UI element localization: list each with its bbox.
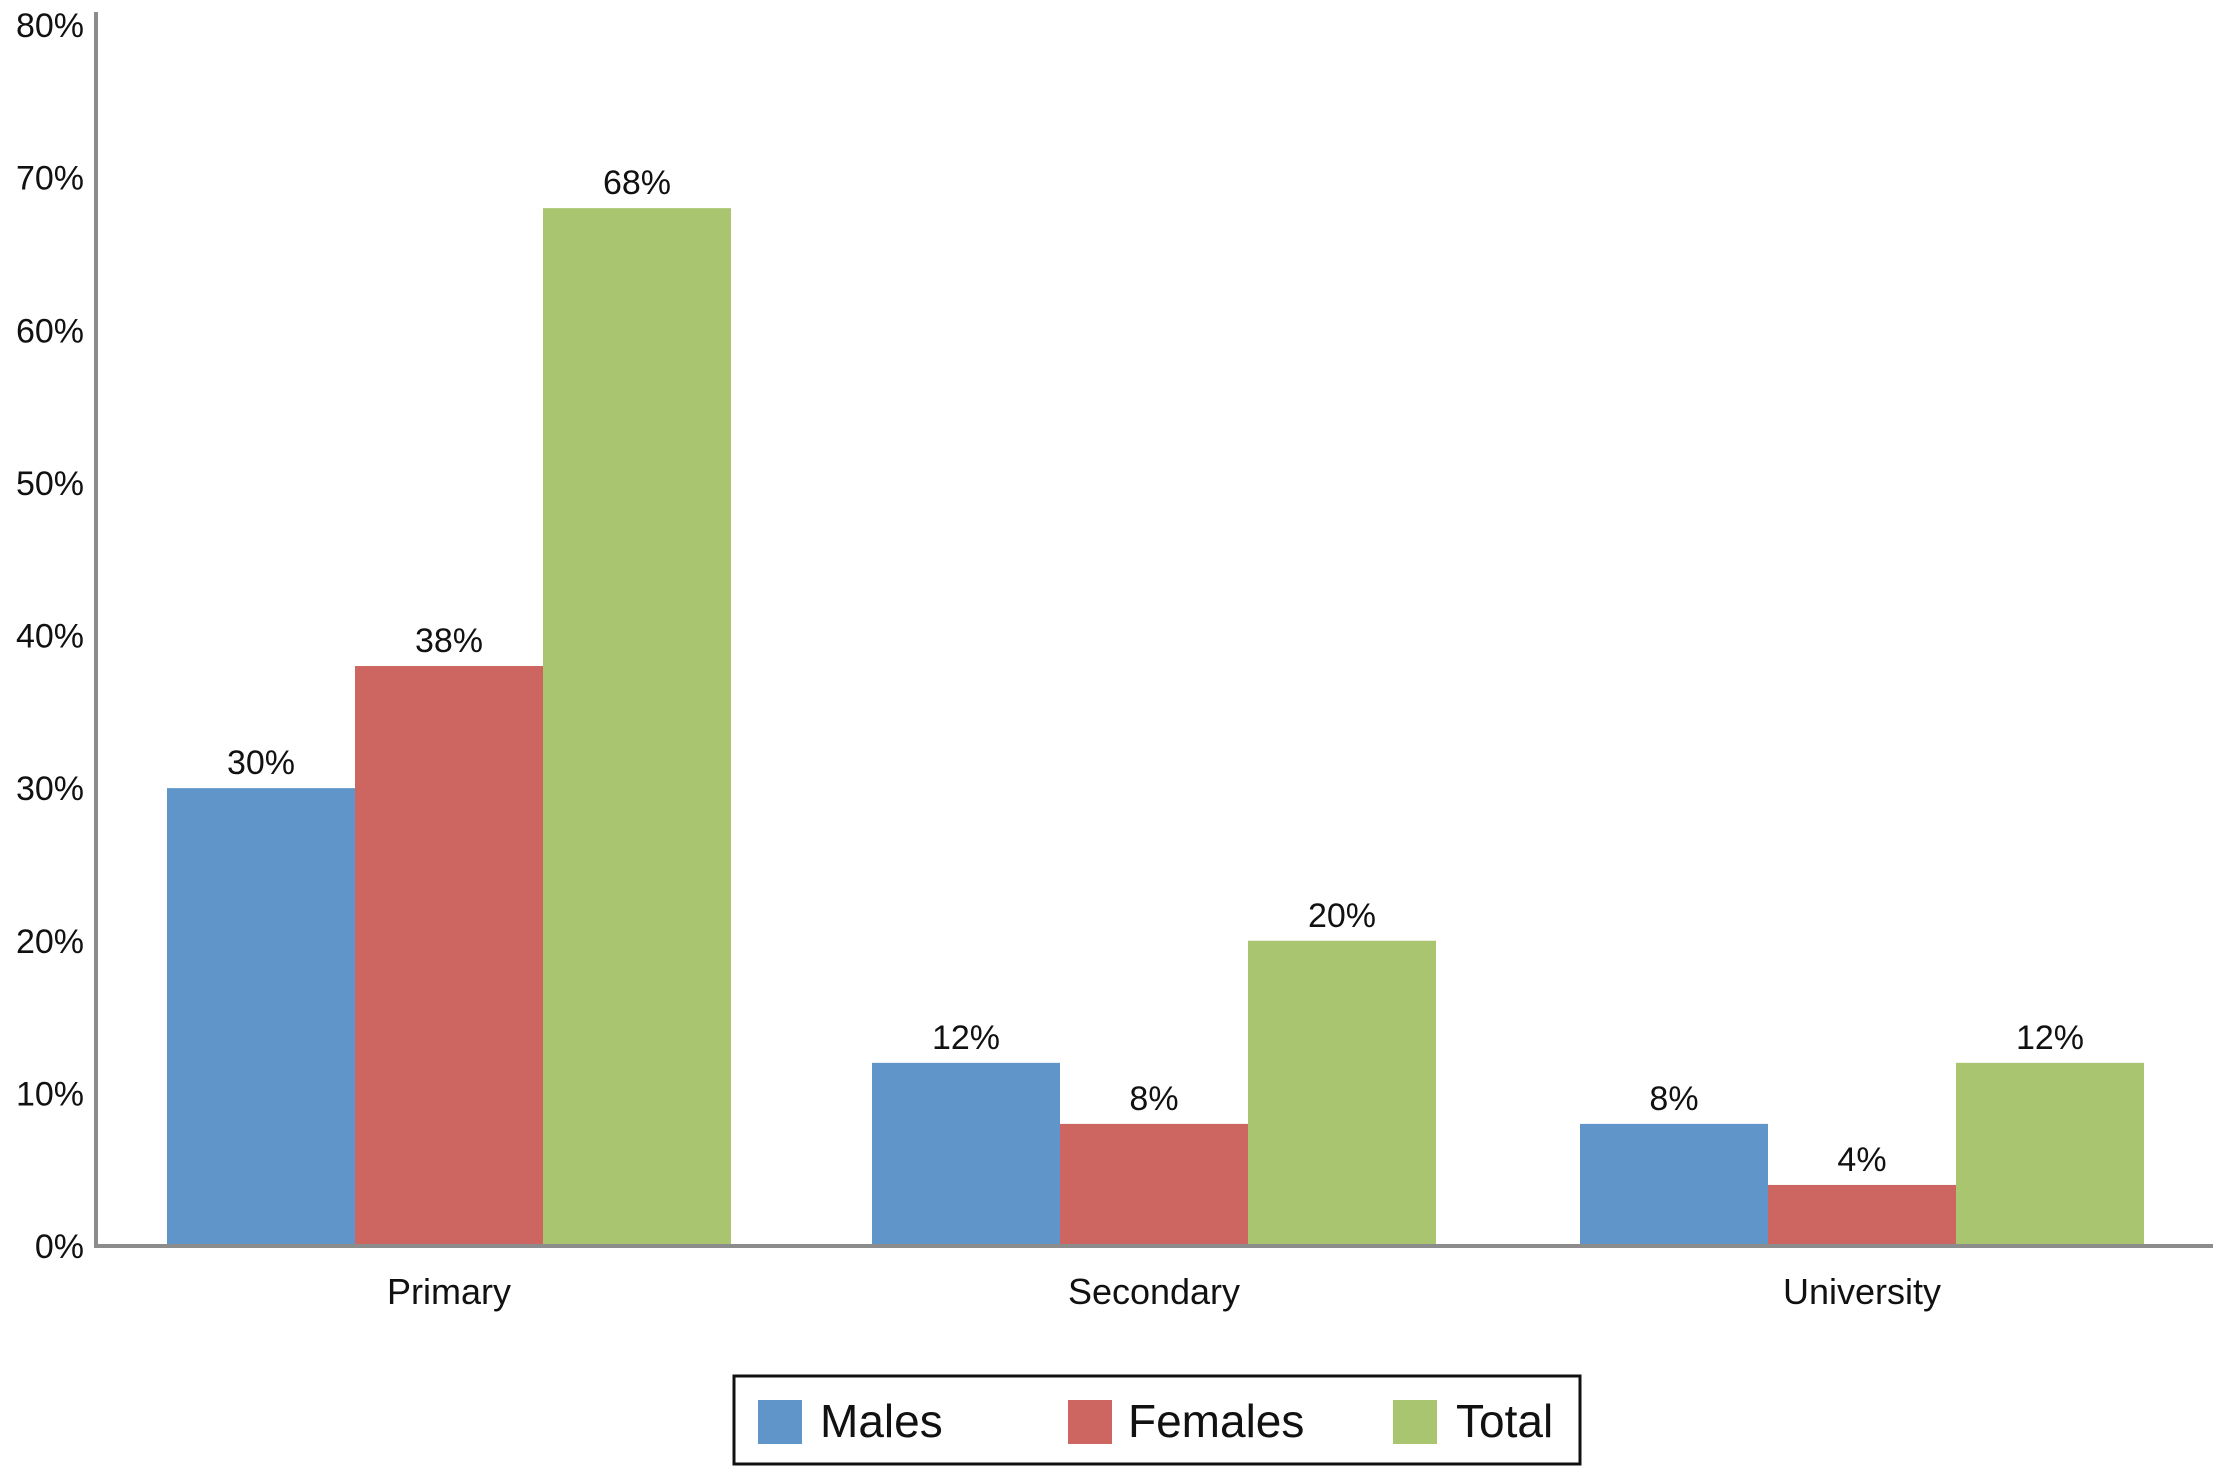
y-tick-label: 20% (16, 923, 84, 961)
bar-males-secondary (872, 1062, 1060, 1246)
data-label: 20% (1308, 897, 1376, 935)
y-tick-label: 0% (35, 1228, 84, 1266)
y-tick-label: 70% (16, 160, 84, 198)
y-tick-label: 30% (16, 770, 84, 808)
y-tick-label: 50% (16, 465, 84, 503)
x-category-label: Secondary (1068, 1271, 1240, 1312)
y-tick-label: 10% (16, 1075, 84, 1113)
x-category-label: Primary (387, 1271, 511, 1312)
bar-females-primary (355, 666, 543, 1246)
bar-females-secondary (1060, 1123, 1248, 1246)
legend-label-females: Females (1128, 1395, 1304, 1447)
y-tick-label: 40% (16, 618, 84, 656)
bar-total-primary (543, 208, 731, 1246)
legend-box (732, 1374, 1582, 1466)
data-label: 68% (603, 164, 671, 202)
data-label: 4% (1837, 1141, 1886, 1179)
y-tick-label: 80% (16, 7, 84, 45)
bar-males-primary (167, 788, 355, 1246)
y-tick-label: 60% (16, 312, 84, 350)
legend-label-total: Total (1456, 1395, 1553, 1447)
data-label: 30% (227, 744, 295, 782)
legend-swatch-females (1068, 1400, 1112, 1444)
legend: Males Females Total (732, 1374, 1582, 1466)
bar-females-university (1768, 1184, 1956, 1246)
bar-males-university (1580, 1123, 1768, 1246)
data-label: 12% (2016, 1019, 2084, 1057)
data-label: 38% (415, 622, 483, 660)
bar-total-university (1956, 1062, 2144, 1246)
data-label: 8% (1649, 1080, 1698, 1118)
legend-label-males: Males (820, 1395, 943, 1447)
data-label: 12% (932, 1019, 1000, 1057)
bar-total-secondary (1248, 940, 1436, 1246)
plot-area: 0% 10% 20% 30% 40% 50% 60% 70% 80% 30% 12% 8% 38% 8% 4… (16, 7, 2213, 1312)
data-label: 8% (1129, 1080, 1178, 1118)
legend-swatch-total (1393, 1400, 1437, 1444)
x-category-label: University (1783, 1271, 1941, 1312)
legend-swatch-males (758, 1400, 802, 1444)
